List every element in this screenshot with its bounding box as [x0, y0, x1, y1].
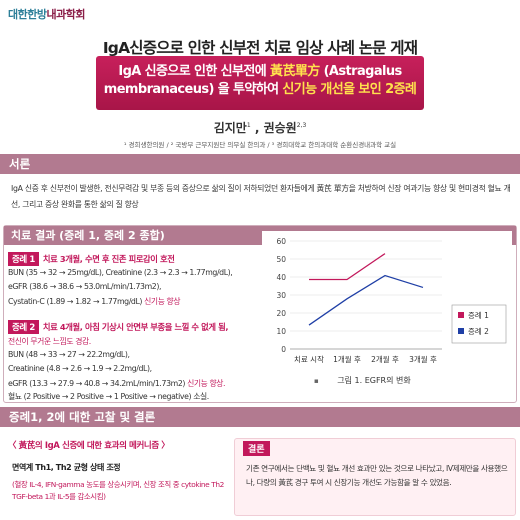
chart-grid [290, 240, 442, 350]
series-line-2 [308, 274, 424, 326]
caption-bullet: ▪ [314, 377, 319, 385]
intro-text: IgA 신증 후 신부전이 발생한, 전신무력감 및 부종 등의 증상으로 삶의… [11, 184, 511, 209]
legend-swatch [458, 328, 464, 334]
y-tick-label: 30 [276, 291, 286, 300]
case2-summary: 증례 2 치료 4개월, 아침 기상시 안면부 부종을 느낄 수 없게 됨, [8, 320, 228, 334]
title-banner: IgA 신증으로 인한 신부전에 黃芪單方 (Astragalus membra… [96, 56, 424, 110]
x-tick-label: 1개월 후 [333, 354, 361, 364]
authors: 김지만1 , 권승원2,3 [213, 121, 307, 135]
author-name: 권승원 [263, 121, 297, 135]
y-tick-label: 40 [276, 273, 286, 282]
legend-label: 증례 2 [468, 326, 489, 336]
y-axis-ticks: 0 10 20 30 40 50 60 [276, 237, 286, 354]
series-line-1 [309, 253, 386, 281]
case2-summary2: 전신이 무거운 느낌도 경감. [8, 337, 91, 346]
y-tick-label: 50 [276, 255, 286, 264]
chart-series [308, 253, 424, 326]
page-title: IgA신증으로 인한 신부전 치료 임상 사례 논문 게재 [102, 39, 418, 57]
legend-label: 증례 1 [468, 310, 489, 320]
organization-name: 대한한방내과학회 [8, 8, 85, 21]
case1-tag: 증례 1 [8, 252, 39, 266]
case2-bun: BUN (48 → 33 → 27 → 22.2mg/dL), [8, 350, 130, 359]
x-tick-label: 3개월 후 [409, 354, 437, 364]
case1-bun: BUN (35 → 32 → 25mg/dL), Creatinine (2.3… [8, 268, 233, 277]
legend-frame [451, 304, 507, 344]
y-tick-label: 0 [281, 345, 286, 354]
legend-swatch [458, 312, 464, 318]
case2-tag: 증례 2 [8, 320, 39, 334]
chart-caption: 그림 1. EGFR의 변화 [337, 375, 411, 385]
case2-hematuria: 혈뇨 (2 Positive → 2 Positive → 1 Positive… [8, 392, 209, 401]
conclusion-box [234, 438, 516, 516]
discussion-heading: 증례1, 2에 대한 고찰 및 결론 [0, 407, 520, 427]
mechanism-text: (혈장 IL-4, IFN-gamma 농도를 상승시키며, 신장 조직 중 c… [12, 480, 224, 501]
author-name: 김지만 [213, 121, 247, 135]
mechanism-subtitle: 면역계 Th1, Th2 균형 상태 조정 [12, 463, 121, 472]
case1-summary: 증례 1 치료 3개월, 수면 후 진존 피로감이 호전 [8, 252, 175, 266]
case2-creatinine: Creatinine (4.8 → 2.6 → 1.9 → 2.2mg/dL), [8, 364, 152, 373]
case2-egfr: eGFR (13.3 → 27.9 → 40.8 → 34.2mL/min/1.… [8, 379, 226, 388]
mechanism-title: 〈 黃芪의 IgA 신증에 대한 효과의 메커니즘 〉 [8, 441, 170, 451]
affiliations: ¹ 경희생한의원 / ² 국방부 근무지원단 의무실 한의과 / ³ 경희대학교… [123, 141, 397, 149]
y-tick-label: 60 [276, 237, 286, 246]
intro-heading: 서론 [0, 154, 520, 174]
y-tick-label: 20 [276, 309, 286, 318]
conclusion-text: 기존 연구에서는 단백뇨 및 혈뇨 개선 효과만 있는 것으로 나타났고, IV… [246, 464, 508, 487]
x-tick-label: 2개월 후 [371, 354, 399, 364]
y-tick-label: 10 [276, 327, 286, 336]
chart-legend: 증례 1 증례 2 [451, 304, 507, 344]
case1-cystatin: Cystatin-C (1.89 → 1.82 → 1.77mg/dL) 신기능… [8, 297, 181, 306]
x-tick-label: 치료 시작 [294, 354, 324, 364]
conclusion-tag: 결론 [243, 441, 270, 456]
case1-egfr: eGFR (38.6 → 38.6 → 53.0mL/min/1.73m2), [8, 282, 162, 291]
x-axis-ticks: 치료 시작 1개월 후 2개월 후 3개월 후 [294, 354, 437, 364]
